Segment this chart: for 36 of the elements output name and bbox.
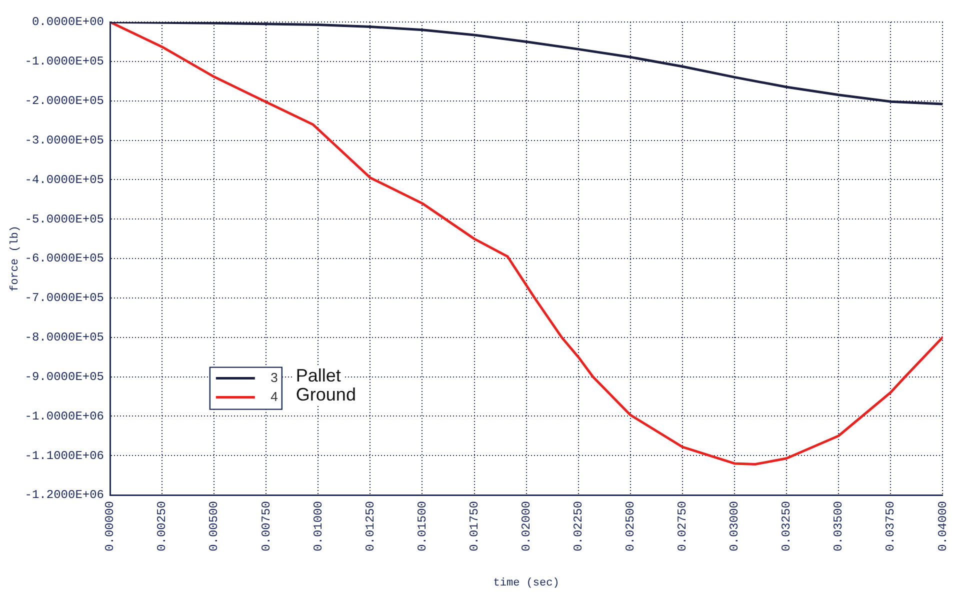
y-axis-title: force (lb) — [10, 225, 22, 292]
y-tick-label: -1.0000E+06 — [24, 409, 104, 424]
x-tick-label: 0.02500 — [624, 501, 638, 552]
x-tick-label: 0.00000 — [103, 501, 118, 552]
y-tick-label: -8.0000E+05 — [24, 330, 104, 345]
x-tick-label: 0.01500 — [415, 501, 430, 552]
x-tick-label: 0.01750 — [467, 501, 482, 552]
x-tick-label: 0.03000 — [728, 501, 742, 552]
x-axis-title: time (sec) — [493, 577, 560, 590]
y-tick-label: 0.0000E+00 — [32, 15, 104, 30]
x-tick-label: 0.02250 — [572, 501, 586, 552]
y-tick-label: -5.0000E+05 — [24, 212, 104, 226]
x-tick-label: 0.01250 — [363, 501, 378, 552]
annotation: Pallet — [296, 365, 341, 386]
y-tick-label: -2.0000E+05 — [24, 94, 104, 108]
x-tick-label: 0.03500 — [832, 501, 846, 552]
legend-label: 3 — [270, 370, 278, 385]
y-tick-label: -3.0000E+05 — [24, 133, 104, 148]
y-tick-label: -1.2000E+06 — [24, 488, 104, 502]
x-tick-label: 0.01000 — [311, 501, 326, 552]
y-tick-label: -9.0000E+05 — [24, 370, 104, 384]
x-tick-label: 0.00750 — [259, 501, 274, 552]
x-tick-label: 0.03250 — [780, 501, 794, 552]
x-tick-label: 0.04000 — [936, 501, 950, 552]
x-tick-label: 0.00500 — [207, 501, 222, 552]
y-tick-label: -4.0000E+05 — [24, 172, 104, 187]
annotation: Ground — [296, 384, 356, 404]
y-tick-label: -6.0000E+05 — [24, 252, 104, 266]
y-tick-label: -1.1000E+06 — [24, 448, 104, 463]
y-tick-label: -7.0000E+05 — [24, 291, 104, 306]
x-tick-label: 0.03750 — [884, 501, 898, 552]
legend-label: 4 — [270, 388, 278, 404]
x-tick-label: 0.00250 — [155, 501, 170, 552]
y-tick-label: -1.0000E+05 — [24, 54, 104, 69]
x-tick-label: 0.02750 — [676, 501, 690, 552]
x-tick-label: 0.02000 — [519, 501, 534, 552]
